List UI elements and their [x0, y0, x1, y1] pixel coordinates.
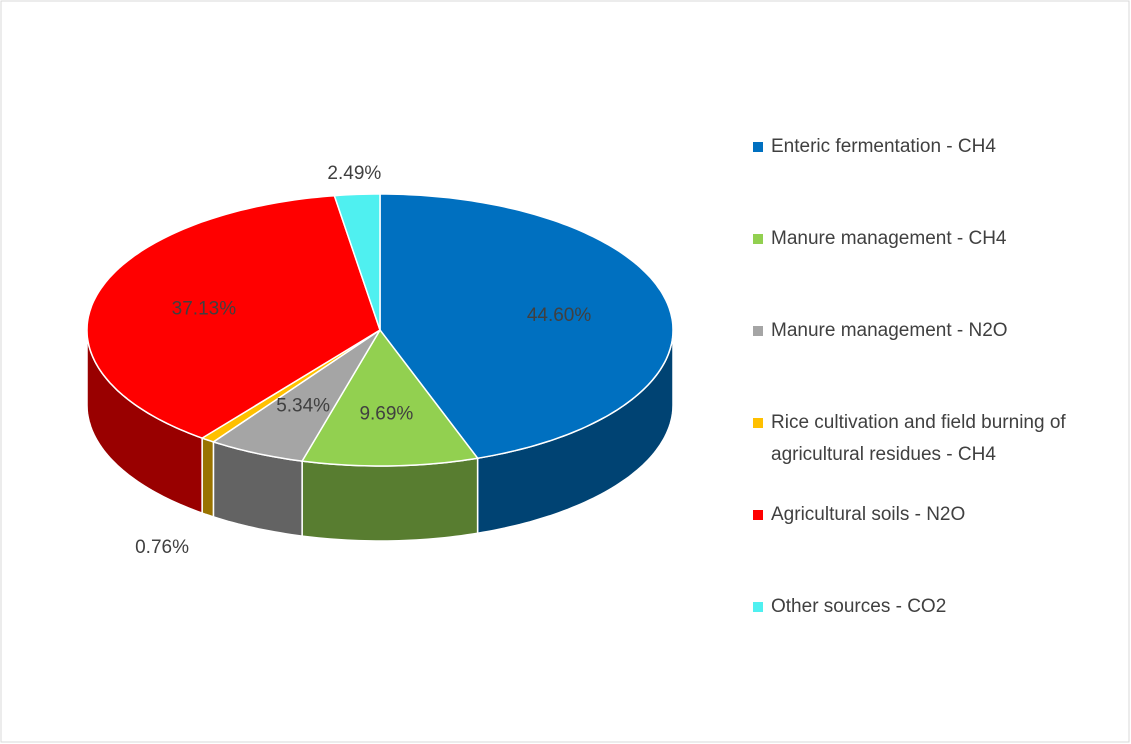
- data-label: 37.13%: [172, 298, 237, 319]
- legend-label: Manure management - CH4: [771, 228, 1007, 249]
- legend-label: Other sources - CO2: [771, 596, 947, 617]
- legend-label: Enteric fermentation - CH4: [771, 136, 996, 157]
- slice-side: [301, 457, 479, 542]
- legend-swatch: [753, 510, 763, 520]
- slice: [86, 194, 381, 439]
- data-label: 5.34%: [276, 395, 330, 416]
- data-label: 9.69%: [359, 403, 413, 424]
- legend-item: Other sources - CO2: [753, 591, 1126, 623]
- slice: [300, 328, 479, 467]
- slice: [333, 193, 381, 331]
- slice: [379, 193, 674, 460]
- slice-side: [201, 437, 215, 518]
- legend-swatch: [753, 234, 763, 244]
- legend-swatch: [753, 326, 763, 336]
- data-label: 0.76%: [135, 537, 189, 558]
- legend-label: Manure management - N2O: [771, 320, 1008, 341]
- data-label: 44.60%: [527, 305, 592, 326]
- legend-swatch: [753, 142, 763, 152]
- legend-item: Agricultural soils - N2O: [753, 499, 1126, 531]
- legend-label: Agricultural soils - N2O: [771, 504, 966, 525]
- legend-item: Manure management - N2O: [753, 315, 1126, 347]
- legend-label: Rice cultivation and field burning of ag…: [771, 412, 1066, 465]
- legend-item: Manure management - CH4: [753, 223, 1126, 255]
- data-label: 2.49%: [327, 163, 381, 184]
- legend-swatch: [753, 602, 763, 612]
- legend-swatch: [753, 418, 763, 428]
- slice: [211, 329, 381, 462]
- legend-item: Rice cultivation and field burning of ag…: [753, 407, 1126, 471]
- legend-item: Enteric fermentation - CH4: [753, 131, 1126, 163]
